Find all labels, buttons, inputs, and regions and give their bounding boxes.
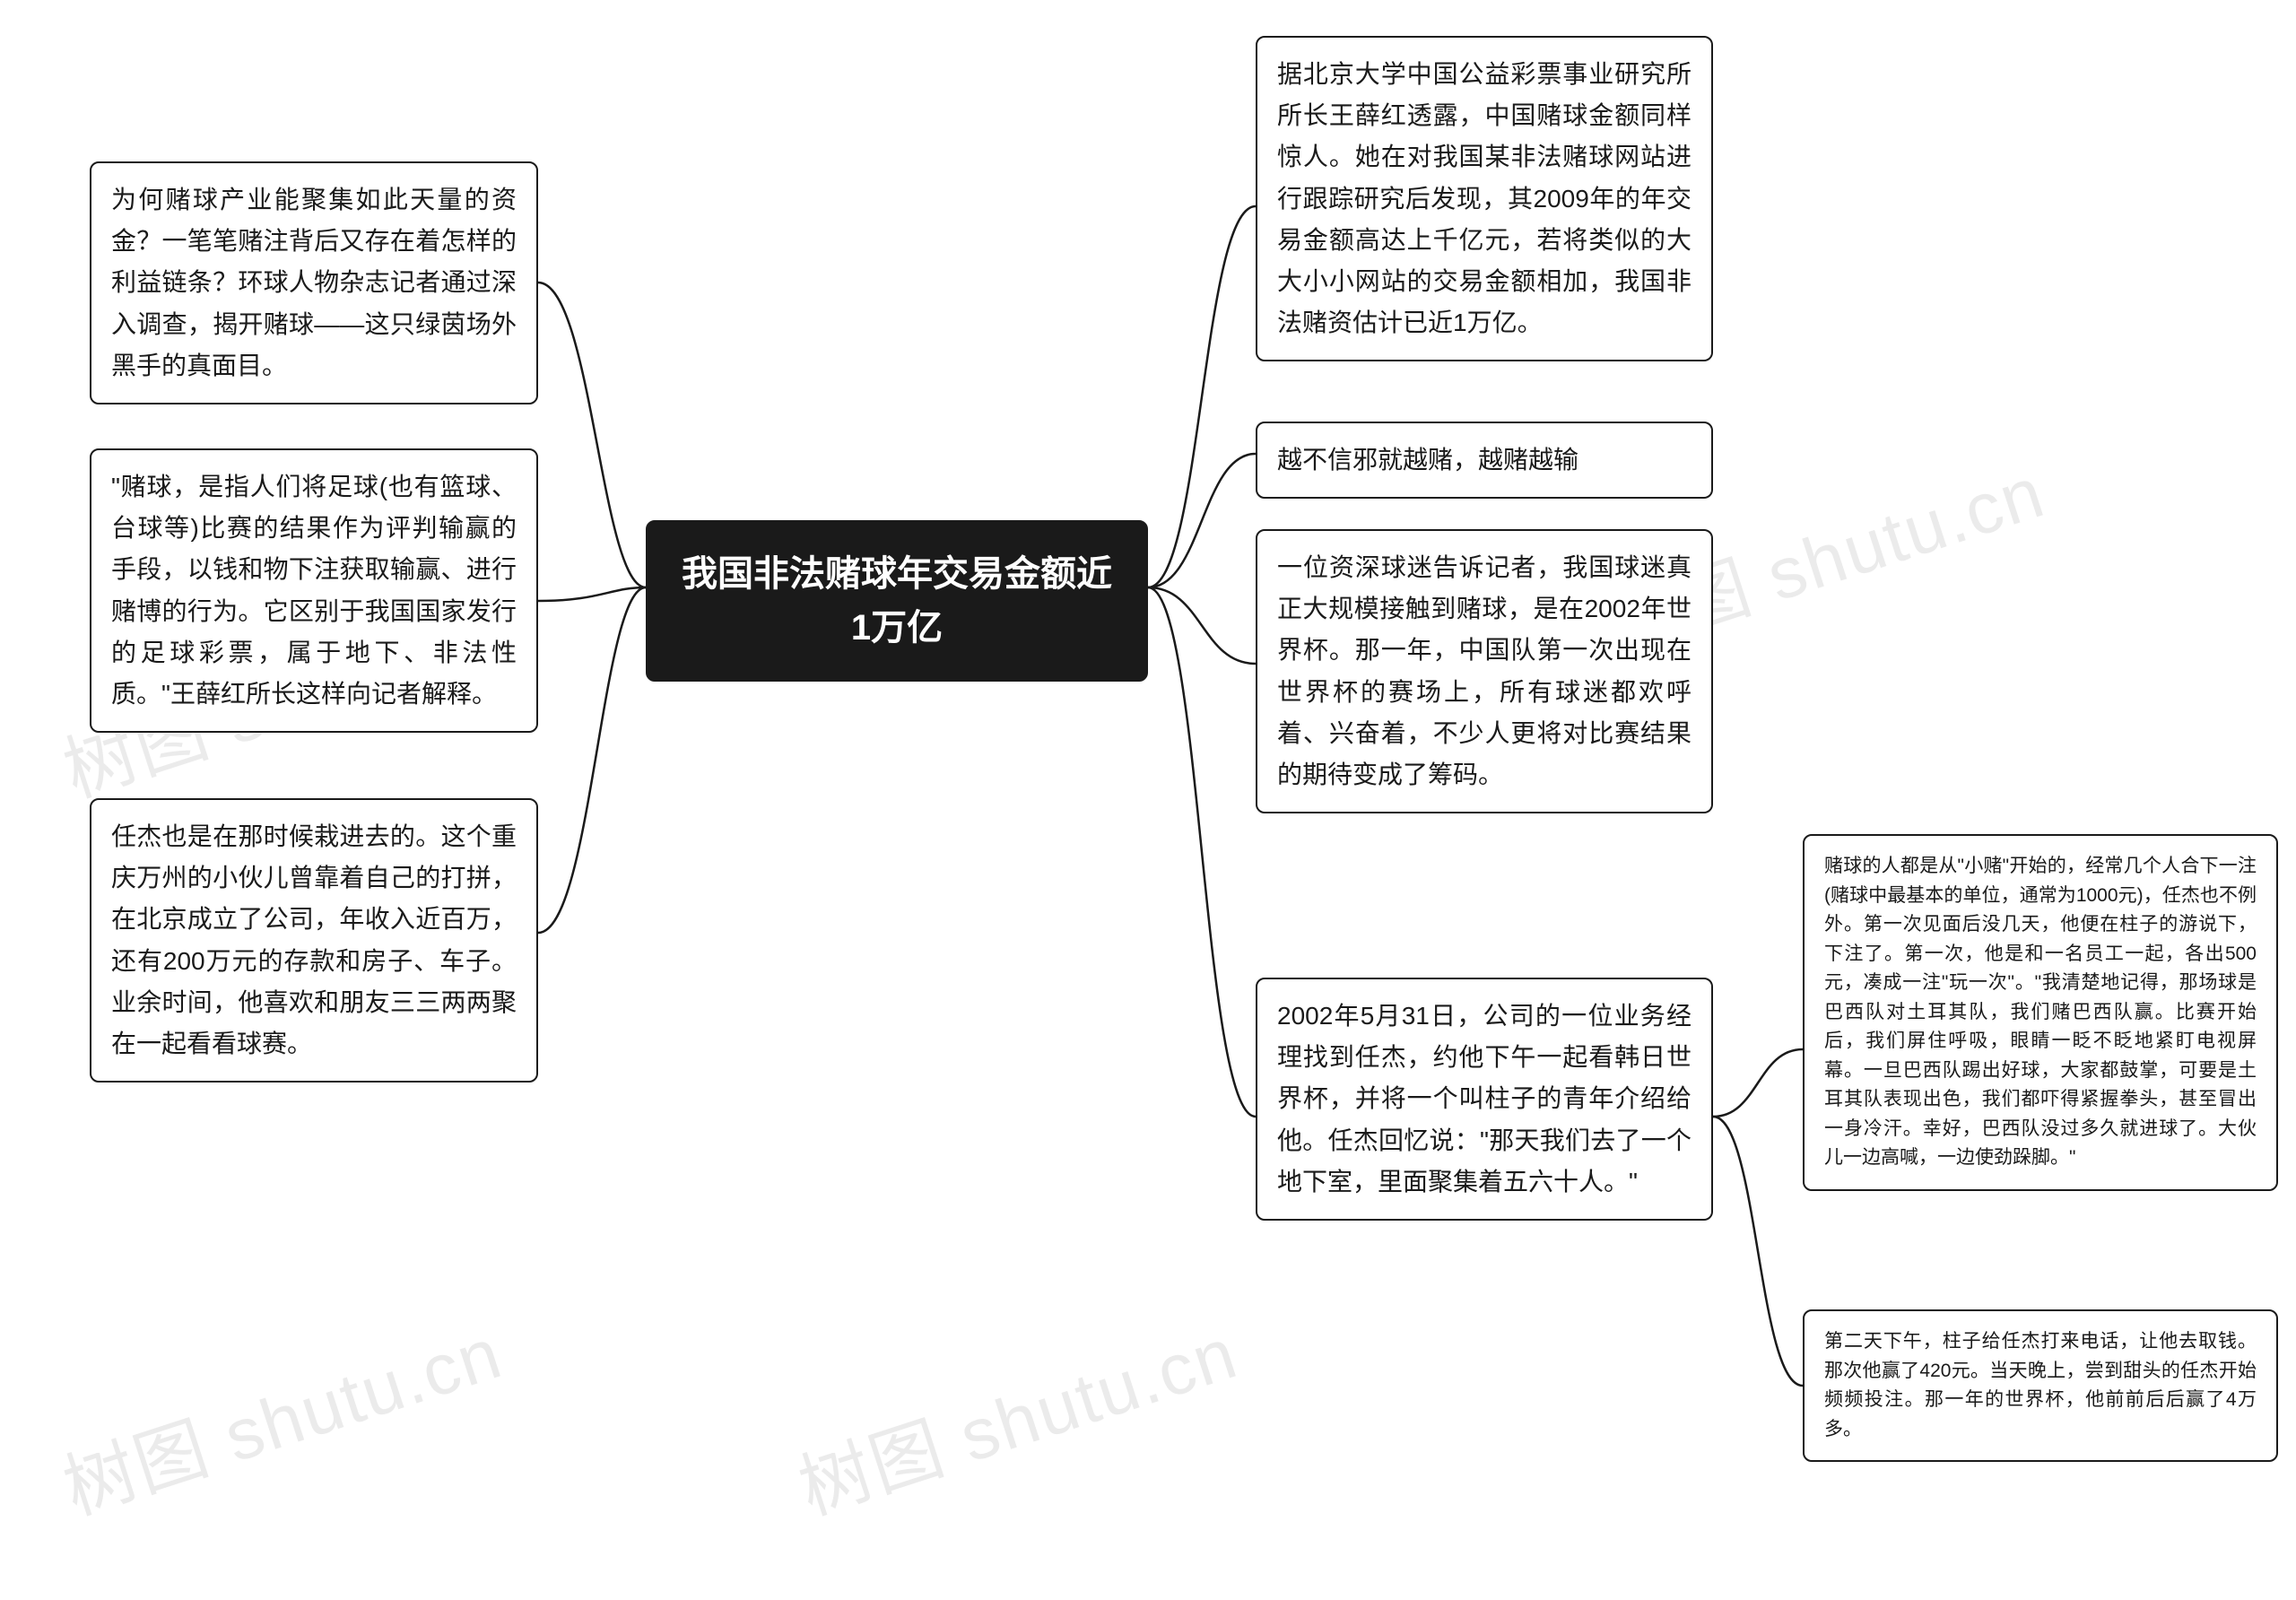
node-text: 据北京大学中国公益彩票事业研究所所长王薛红透露，中国赌球金额同样惊人。她在对我国…	[1277, 60, 1692, 336]
center-node: 我国非法赌球年交易金额近1万亿	[646, 520, 1148, 682]
right-node-1: 据北京大学中国公益彩票事业研究所所长王薛红透露，中国赌球金额同样惊人。她在对我国…	[1256, 36, 1713, 361]
connector	[1148, 206, 1256, 587]
node-text: 2002年5月31日，公司的一位业务经理找到任杰，约他下午一起看韩日世界杯，并将…	[1277, 1002, 1692, 1196]
connector	[1148, 587, 1256, 664]
node-text: 一位资深球迷告诉记者，我国球迷真正大规模接触到赌球，是在2002年世界杯。那一年…	[1277, 553, 1692, 788]
watermark: 树图 shutu.cn	[48, 1296, 513, 1535]
node-text: "赌球，是指人们将足球(也有篮球、台球等)比赛的结果作为评判输赢的手段，以钱和物…	[111, 473, 517, 708]
sub-node-1: 赌球的人都是从"小赌"开始的，经常几个人合下一注(赌球中最基本的单位，通常为10…	[1803, 834, 2278, 1191]
left-node-3: 任杰也是在那时候栽进去的。这个重庆万州的小伙儿曾靠着自己的打拼，在北京成立了公司…	[90, 798, 538, 1083]
node-text: 第二天下午，柱子给任杰打来电话，让他去取钱。那次他赢了420元。当天晚上，尝到甜…	[1824, 1331, 2257, 1439]
center-node-text: 我国非法赌球年交易金额近1万亿	[682, 554, 1112, 648]
node-text: 赌球的人都是从"小赌"开始的，经常几个人合下一注(赌球中最基本的单位，通常为10…	[1824, 856, 2257, 1168]
right-node-3: 一位资深球迷告诉记者，我国球迷真正大规模接触到赌球，是在2002年世界杯。那一年…	[1256, 529, 1713, 813]
node-text: 为何赌球产业能聚集如此天量的资金？一笔笔赌注背后又存在着怎样的利益链条？环球人物…	[111, 186, 517, 379]
left-node-2: "赌球，是指人们将足球(也有篮球、台球等)比赛的结果作为评判输赢的手段，以钱和物…	[90, 448, 538, 733]
connector	[538, 587, 646, 933]
left-node-1: 为何赌球产业能聚集如此天量的资金？一笔笔赌注背后又存在着怎样的利益链条？环球人物…	[90, 161, 538, 404]
watermark: 树图 shutu.cn	[784, 1296, 1248, 1535]
connector	[538, 587, 646, 601]
connector	[1713, 1049, 1803, 1117]
sub-node-2: 第二天下午，柱子给任杰打来电话，让他去取钱。那次他赢了420元。当天晚上，尝到甜…	[1803, 1309, 2278, 1462]
node-text: 越不信邪就越赌，越赌越输	[1277, 446, 1578, 474]
connector	[1713, 1117, 1803, 1386]
right-node-4: 2002年5月31日，公司的一位业务经理找到任杰，约他下午一起看韩日世界杯，并将…	[1256, 978, 1713, 1221]
node-text: 任杰也是在那时候栽进去的。这个重庆万州的小伙儿曾靠着自己的打拼，在北京成立了公司…	[111, 822, 517, 1057]
right-node-2: 越不信邪就越赌，越赌越输	[1256, 422, 1713, 499]
connector	[1148, 587, 1256, 1117]
connector	[538, 283, 646, 587]
connector	[1148, 454, 1256, 587]
